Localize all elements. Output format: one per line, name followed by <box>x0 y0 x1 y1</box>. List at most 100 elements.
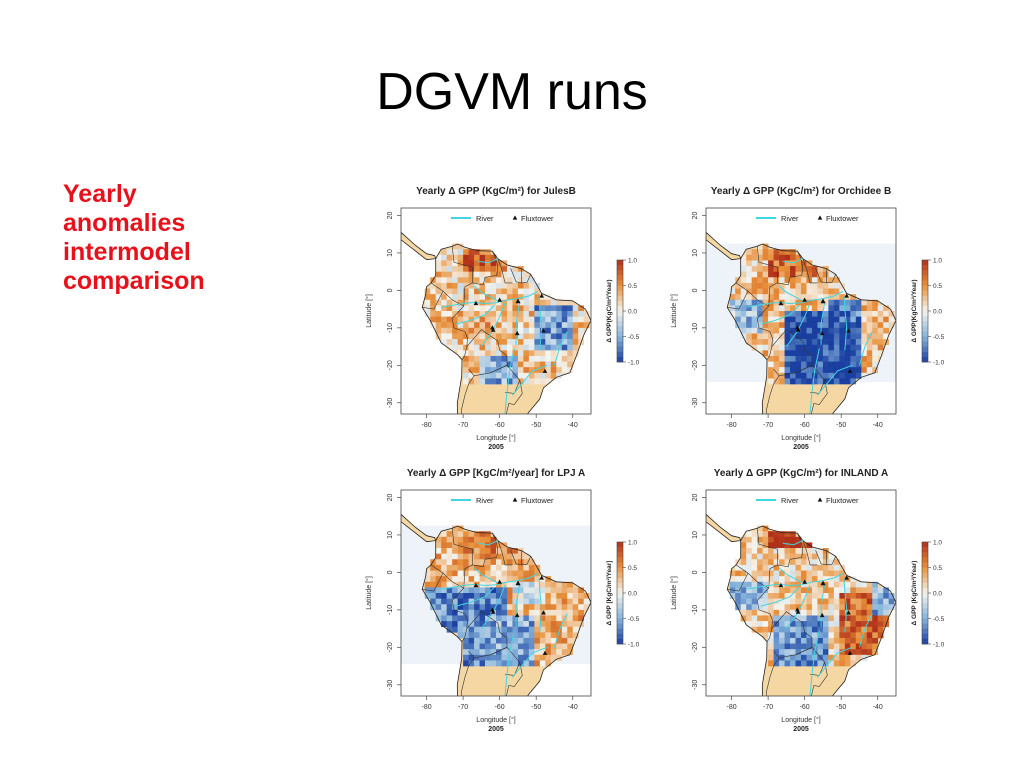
grid-cell <box>506 344 513 351</box>
grid-cell <box>468 593 475 599</box>
grid-cell <box>468 271 475 278</box>
grid-cell <box>501 305 508 312</box>
colorbar-segment <box>922 618 928 624</box>
grid-cell <box>784 254 791 261</box>
grid-cell <box>485 282 491 289</box>
grid-cell <box>446 316 453 323</box>
colorbar-segment <box>922 623 928 629</box>
grid-cell <box>490 553 497 560</box>
grid-cell <box>430 322 437 329</box>
grid-cell <box>474 254 480 261</box>
river-line <box>477 540 499 546</box>
country-border <box>811 380 828 414</box>
colorbar-segment <box>922 316 928 322</box>
grid-cell <box>888 316 895 323</box>
grid-cell <box>485 593 491 599</box>
grid-cell <box>872 316 879 323</box>
grid-cell <box>762 282 769 289</box>
grid-cell <box>784 649 791 656</box>
grid-cell <box>523 271 530 278</box>
grid-cell <box>773 576 780 583</box>
grid-cell <box>452 277 458 284</box>
grid-cell <box>784 339 791 346</box>
grid-cell <box>773 271 780 278</box>
grid-cell <box>773 361 780 368</box>
grid-cell <box>773 637 780 644</box>
grid-cell <box>855 581 862 588</box>
grid-cell <box>773 564 780 571</box>
grid-cell <box>452 316 458 323</box>
grid-cell <box>822 564 829 571</box>
grid-cell <box>528 355 535 362</box>
grid-cell <box>474 609 480 616</box>
grid-cell <box>850 344 857 351</box>
grid-cell <box>523 553 530 560</box>
grid-cell <box>850 649 857 656</box>
grid-cell <box>550 355 557 362</box>
grid-cell <box>435 277 442 284</box>
y-tick-label: 10 <box>387 531 394 539</box>
grid-cell <box>496 288 502 295</box>
grid-cell <box>463 626 469 633</box>
grid-cell <box>828 593 835 599</box>
grid-cell <box>784 249 791 256</box>
grid-cell <box>496 654 502 661</box>
grid-cell <box>545 660 552 667</box>
grid-cell <box>517 649 524 656</box>
grid-cell <box>784 564 791 571</box>
grid-cell <box>583 322 590 329</box>
grid-cell <box>817 311 824 317</box>
grid-cell <box>463 378 469 385</box>
grid-cell <box>474 316 480 323</box>
grid-cell <box>790 632 796 639</box>
river-line <box>515 301 521 345</box>
grid-cell <box>457 299 464 306</box>
land-area <box>706 232 741 260</box>
grid-cell <box>517 327 524 334</box>
grid-cell <box>523 344 530 351</box>
grid-cell <box>463 254 469 261</box>
colorbar-segment <box>617 582 623 589</box>
grid-cell <box>801 564 807 571</box>
grid-cell <box>545 609 552 616</box>
grid-cell <box>501 361 508 368</box>
grid-cell <box>441 536 447 543</box>
grid-cell <box>768 367 774 374</box>
grid-cell <box>757 564 763 571</box>
grid-cell <box>806 311 813 317</box>
grid-cell <box>773 531 780 538</box>
grid-cell <box>757 266 763 272</box>
grid-cell <box>512 581 519 588</box>
grid-cell <box>850 339 857 346</box>
grid-cell <box>751 531 758 538</box>
grid-cell <box>446 305 453 312</box>
grid-cell <box>801 322 807 329</box>
grid-cell <box>517 587 524 594</box>
grid-cell <box>751 266 758 272</box>
grid-cell <box>452 626 458 633</box>
grid-cell <box>479 333 486 340</box>
y-axis-label: Latitude [°] <box>365 576 373 610</box>
grid-cell <box>751 305 758 312</box>
grid-cell <box>474 531 480 538</box>
grid-cell <box>817 548 824 554</box>
grid-cell <box>550 615 557 622</box>
grid-cell <box>773 305 780 312</box>
grid-cell <box>795 626 802 633</box>
grid-cell <box>457 327 464 334</box>
river-line <box>782 258 804 264</box>
grid-cell <box>757 542 763 549</box>
grid-cell <box>833 361 840 368</box>
grid-cell <box>479 339 486 346</box>
grid-cell <box>844 621 851 628</box>
grid-cell <box>512 593 519 599</box>
grid-cell <box>833 305 840 312</box>
grid-cell <box>468 350 475 357</box>
grid-cell <box>866 316 873 323</box>
grid-cell <box>795 649 802 656</box>
grid-cell <box>468 339 475 346</box>
grid-cell <box>528 593 535 599</box>
grid-cell <box>578 609 584 616</box>
grid-cell <box>578 316 584 323</box>
grid-cell <box>572 609 579 616</box>
